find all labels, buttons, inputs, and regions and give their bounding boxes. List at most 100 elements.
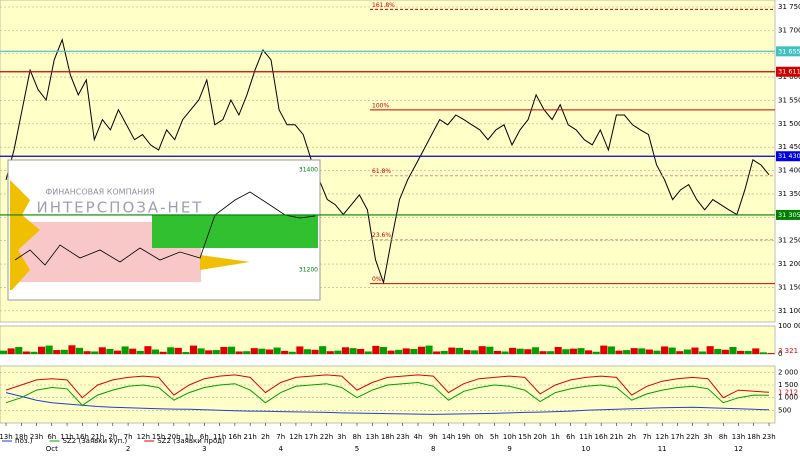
volume-bar — [577, 348, 585, 354]
volume-bar — [691, 347, 699, 354]
x-tick-label: 21h — [610, 433, 623, 441]
volume-bar — [311, 349, 319, 354]
volume-bar — [455, 347, 463, 354]
volume-bar — [273, 347, 281, 354]
volume-bar — [623, 350, 631, 354]
overlay-profile — [200, 255, 250, 270]
volume-bar — [326, 351, 334, 354]
volume-bar — [281, 350, 289, 354]
overlay-price — [14, 191, 316, 266]
volume-bar — [600, 345, 608, 354]
volume-bar — [744, 350, 752, 354]
volume-bar — [615, 350, 623, 354]
x-tick-label: 4h — [414, 433, 423, 441]
volume-bar — [319, 346, 327, 354]
day-label: Oct — [46, 445, 58, 453]
x-tick-label: 3h — [337, 433, 346, 441]
level-label: 31 611.5 — [778, 68, 800, 76]
volume-bar — [653, 350, 661, 354]
volume-bar — [250, 348, 258, 354]
volume-bar — [493, 350, 501, 354]
y-tick-label: 31 400 — [778, 167, 800, 175]
y-tick-label: 1 500 — [778, 381, 798, 389]
volume-bar — [334, 350, 342, 354]
x-tick-label: 7h — [642, 433, 651, 441]
volume-bar — [379, 347, 387, 354]
volume-bar — [182, 352, 190, 354]
volume-bar — [607, 346, 615, 354]
x-tick-label: 16h — [76, 433, 89, 441]
volume-bar — [554, 347, 562, 354]
line-series — [5, 392, 770, 415]
volume-bar — [68, 345, 76, 354]
volume-bar — [433, 351, 441, 354]
volume-bar — [37, 346, 46, 354]
x-tick-label: 19h — [457, 433, 470, 441]
volume-bar — [22, 351, 30, 354]
volume-bar — [676, 351, 684, 354]
y-tick-label: 0 — [778, 350, 782, 358]
y-tick-label: 31 500 — [778, 120, 800, 128]
volume-bar — [714, 348, 722, 354]
volume-bar — [303, 349, 312, 354]
x-tick-label: 21h — [91, 433, 104, 441]
x-tick-label: 1h — [551, 433, 560, 441]
day-label: 10 — [581, 445, 590, 453]
x-tick-label: 17h — [305, 433, 318, 441]
y-tick-label: 500 — [778, 406, 791, 414]
y-tick-label: 31 600 — [778, 73, 800, 81]
fib-label: 161.8% — [372, 2, 395, 9]
x-tick-label: 12h — [656, 433, 669, 441]
x-tick-label: 20h — [533, 433, 546, 441]
volume-bar — [402, 348, 410, 354]
volume-bar — [364, 351, 372, 354]
x-tick-label: 23h — [396, 433, 409, 441]
overlay-company: ФИНАНСОВАЯ КОМПАНИЯ — [45, 188, 154, 197]
x-tick-label: 7h — [124, 433, 133, 441]
y-tick-label: 31 100 — [778, 307, 800, 315]
volume-bar — [357, 348, 365, 354]
line-series — [5, 38, 770, 285]
x-tick-label: 16h — [594, 433, 607, 441]
volume-bar — [189, 345, 198, 354]
x-tick-label: 6h — [566, 433, 575, 441]
volume-bar — [410, 348, 418, 354]
volume-bar — [448, 347, 456, 354]
x-tick-label: 12h — [289, 433, 302, 441]
volume-bar — [265, 349, 274, 354]
volume-bar — [638, 348, 646, 354]
volume-bar — [227, 346, 236, 354]
overlay-label: 31400 — [299, 167, 318, 174]
value-label: 3 321 — [778, 347, 798, 355]
volume-bar — [759, 352, 767, 354]
volume-bar — [98, 347, 106, 354]
volume-bar — [121, 346, 129, 354]
volume-bar — [706, 346, 714, 354]
level-tag — [776, 46, 800, 57]
volume-bar — [585, 350, 593, 354]
legend-label: поз.) — [15, 437, 33, 445]
volume-bar — [471, 350, 479, 354]
volume-bar — [45, 345, 53, 354]
day-label: 11 — [658, 445, 667, 453]
x-tick-label: 11h — [60, 433, 73, 441]
volume-bar — [243, 351, 251, 354]
volume-bar — [501, 351, 509, 354]
legend-label: SZ2 (Заявки куп.) — [63, 437, 128, 445]
volume-bar — [699, 351, 707, 354]
level-tag — [776, 151, 800, 162]
level-label: 31 430.7 — [778, 152, 800, 160]
x-tick-label: 2h — [261, 433, 270, 441]
x-tick-label: 17h — [671, 433, 684, 441]
x-tick-label: 8h — [719, 433, 728, 441]
fib-label: 0% — [372, 276, 382, 283]
volume-bar — [288, 351, 296, 354]
volume-bar — [486, 346, 494, 354]
volume-bar — [440, 350, 448, 354]
fib-label: 100% — [372, 102, 389, 109]
x-tick-label: 18h — [747, 433, 760, 441]
volume-bar — [661, 346, 669, 354]
level-label: 31 305.1 — [778, 211, 800, 219]
volume-bar — [167, 347, 175, 354]
